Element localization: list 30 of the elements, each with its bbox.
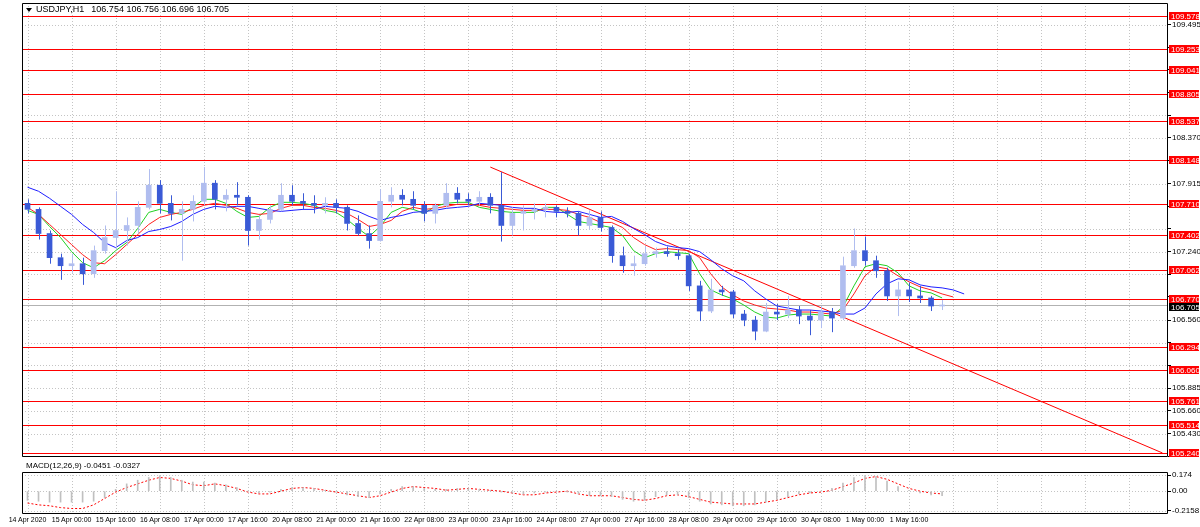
y-tick-label: 106.560 bbox=[1172, 315, 1200, 325]
ref-line-label: 106.770 bbox=[1171, 294, 1200, 304]
ref-line-label: 107.062 bbox=[1171, 265, 1200, 275]
y-tick-label: 0.174 bbox=[1172, 470, 1193, 480]
ref-line-label: 105.514 bbox=[1171, 420, 1200, 430]
y-tick-label: 108.370 bbox=[1172, 133, 1200, 143]
y-tick-label: 105.660 bbox=[1172, 405, 1200, 415]
ref-line-label: 105.761 bbox=[1171, 396, 1200, 406]
ref-line-label: 108.805 bbox=[1171, 89, 1200, 99]
ref-line-label: 106.060 bbox=[1171, 365, 1200, 375]
ref-line-label: 108.537 bbox=[1171, 116, 1200, 126]
ref-line-label: 106.705 bbox=[1171, 302, 1200, 312]
y-tick-label: 105.885 bbox=[1172, 383, 1200, 393]
chart-title: USDJPY,H1 bbox=[36, 4, 85, 15]
y-tick-label: 109.495 bbox=[1172, 19, 1200, 29]
chart-title: MACD(12,26,9) -0.0451 -0.0327 bbox=[26, 461, 141, 471]
y-tick-label: 107.915 bbox=[1172, 178, 1200, 188]
ref-line-label: 107.402 bbox=[1171, 230, 1200, 240]
ref-line-label: 105.240 bbox=[1171, 448, 1200, 458]
y-tick-label: 107.240 bbox=[1172, 246, 1200, 256]
y-tick-label: 105.430 bbox=[1172, 429, 1200, 439]
ref-line-label: 109.041 bbox=[1171, 65, 1200, 75]
chart-subtitle: 106.754 106.756 106.696 106.705 bbox=[91, 4, 229, 15]
ref-line-label: 109.253 bbox=[1171, 44, 1200, 54]
ref-line-label: 108.148 bbox=[1171, 155, 1200, 165]
y-tick-label: -0.2158 bbox=[1172, 506, 1200, 516]
ref-line-label: 109.578 bbox=[1171, 11, 1200, 21]
ref-line-label: 107.710 bbox=[1171, 199, 1200, 209]
y-tick-label: 0.00 bbox=[1172, 486, 1189, 496]
ref-line-label: 106.294 bbox=[1171, 342, 1200, 352]
